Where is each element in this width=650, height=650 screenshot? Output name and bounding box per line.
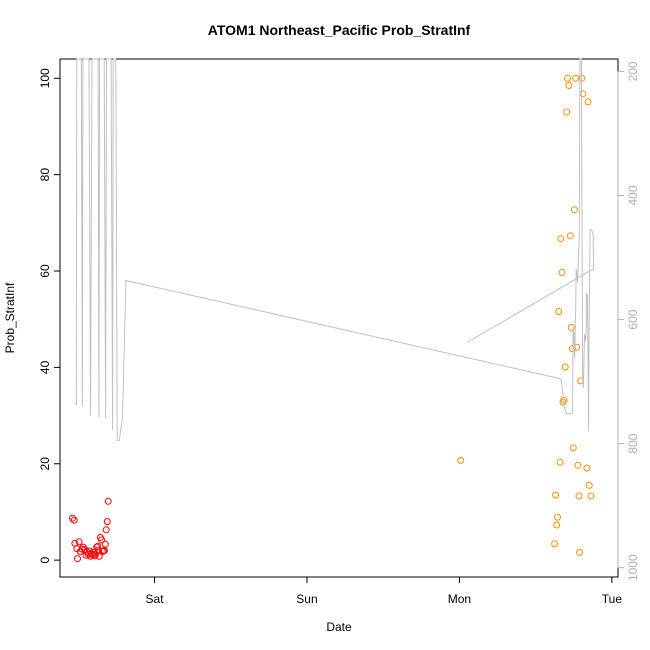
right-tick-label: 600 — [626, 309, 640, 329]
data-point — [69, 514, 76, 522]
right-tick-label: 800 — [626, 433, 640, 453]
x-tick-label: Mon — [448, 592, 471, 606]
data-point — [566, 232, 574, 240]
y-tick-label: 0 — [38, 556, 52, 563]
data-point — [553, 521, 561, 529]
data-point — [558, 269, 566, 276]
data-point — [91, 552, 99, 560]
y-tick-label: 100 — [38, 68, 52, 88]
data-point — [98, 536, 105, 544]
data-point — [583, 464, 591, 472]
data-point — [457, 456, 465, 464]
data-point — [75, 538, 83, 546]
data-point — [103, 518, 111, 526]
chart-title: ATOM1 Northeast_Pacific Prob_StratInf — [208, 22, 471, 38]
data-point — [574, 461, 582, 469]
y-tick-label: 20 — [38, 457, 52, 471]
data-point — [74, 555, 81, 563]
right-tick-label: 400 — [626, 185, 640, 205]
data-point — [555, 308, 563, 315]
data-point — [576, 548, 584, 556]
data-point — [570, 206, 578, 214]
data-point — [554, 513, 561, 521]
data-point — [556, 458, 564, 466]
data-point — [94, 542, 102, 550]
data-point — [587, 492, 595, 500]
x-tick-label: Sun — [296, 592, 317, 606]
data-point — [102, 526, 110, 534]
data-point — [585, 481, 593, 489]
right-tick-label: 1000 — [626, 554, 640, 581]
left-y-axis: 0 20 40 60 80 100 — [38, 68, 60, 563]
data-point — [575, 492, 583, 500]
x-tick-label: Sat — [146, 592, 165, 606]
data-point — [569, 444, 577, 452]
data-point — [564, 74, 571, 82]
y-axis-label: Prob_StratInf — [3, 282, 17, 353]
x-axis: Sat Sun Mon Tue — [146, 577, 623, 606]
series-layer — [69, 58, 595, 563]
series-line — [74, 58, 595, 441]
data-point — [552, 491, 560, 499]
data-point — [551, 540, 559, 548]
data-point — [573, 343, 581, 351]
data-point — [70, 516, 78, 524]
right-tick-label: 200 — [626, 61, 640, 81]
data-point — [565, 82, 573, 89]
data-point — [563, 108, 571, 116]
data-point — [104, 497, 112, 505]
y-tick-label: 40 — [38, 360, 52, 374]
data-point — [584, 98, 592, 106]
data-point — [95, 552, 103, 560]
data-point — [561, 363, 569, 371]
x-tick-label: Tue — [602, 592, 623, 606]
x-axis-label: Date — [326, 620, 352, 634]
right-y-axis: 200 400 600 800 1000 — [617, 61, 640, 581]
y-tick-label: 60 — [38, 264, 52, 278]
y-tick-label: 80 — [38, 168, 52, 182]
data-point — [567, 323, 575, 331]
data-point — [557, 235, 565, 243]
data-point — [101, 540, 109, 548]
